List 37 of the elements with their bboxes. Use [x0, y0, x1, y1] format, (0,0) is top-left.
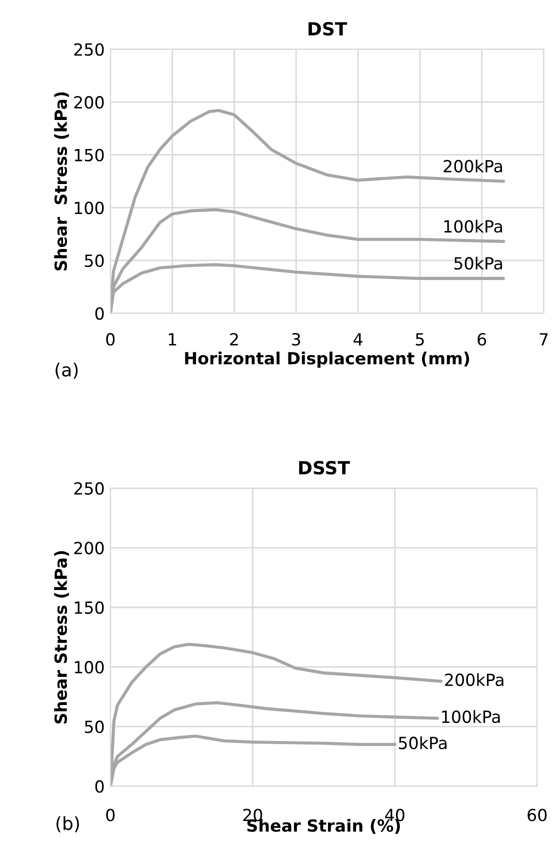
y-tick-label: 150 — [74, 148, 104, 162]
x-tick-label: 5 — [416, 333, 424, 346]
y-axis-title: Shear Stress (kPa) — [54, 92, 69, 270]
y-tick-label: 0 — [95, 307, 104, 320]
x-tick-label: 7 — [540, 333, 548, 346]
text: (a) — [56, 362, 78, 379]
y-tick-label: 0 — [95, 780, 104, 793]
x-tick-label: 60 — [528, 808, 547, 822]
x-tick-label: 1 — [168, 333, 176, 346]
x-tick-label: 3 — [292, 333, 300, 346]
x-tick-label: 0 — [106, 333, 115, 346]
series-label: 50kPa — [398, 736, 446, 750]
x-axis-title: Shear Strain (%) — [247, 818, 400, 834]
y-tick-label: 100 — [74, 660, 104, 674]
x-tick-label: 4 — [354, 333, 362, 346]
series-label: 200kPa — [444, 160, 502, 172]
series-label: 100kPa — [442, 710, 500, 724]
x-tick-label: 40 — [385, 808, 404, 822]
series-label: 200kPa — [445, 673, 504, 686]
y-tick-label: 50 — [84, 720, 104, 734]
y-tick-label: 50 — [84, 254, 104, 268]
y-tick-label: 200 — [74, 96, 104, 109]
x-axis-title: Horizontal Displacement (mm) — [185, 352, 470, 368]
y-tick-label: 250 — [74, 482, 104, 495]
series-label: 50kPa — [454, 256, 502, 270]
y-tick-label: 100 — [74, 202, 104, 214]
y-axis-title: Shear Stress (kPa) — [54, 551, 69, 724]
x-tick-label: 0 — [106, 808, 115, 822]
chart-title: DST — [308, 22, 348, 36]
text: (b) — [56, 816, 79, 832]
x-tick-label: 2 — [230, 333, 238, 346]
y-tick-label: 250 — [74, 43, 104, 56]
series-label: 100kPa — [444, 220, 502, 233]
x-tick-label: 6 — [478, 333, 486, 346]
y-tick-label: 150 — [74, 601, 104, 614]
y-tick-label: 200 — [74, 542, 104, 554]
chart-title: DSST — [299, 460, 350, 475]
